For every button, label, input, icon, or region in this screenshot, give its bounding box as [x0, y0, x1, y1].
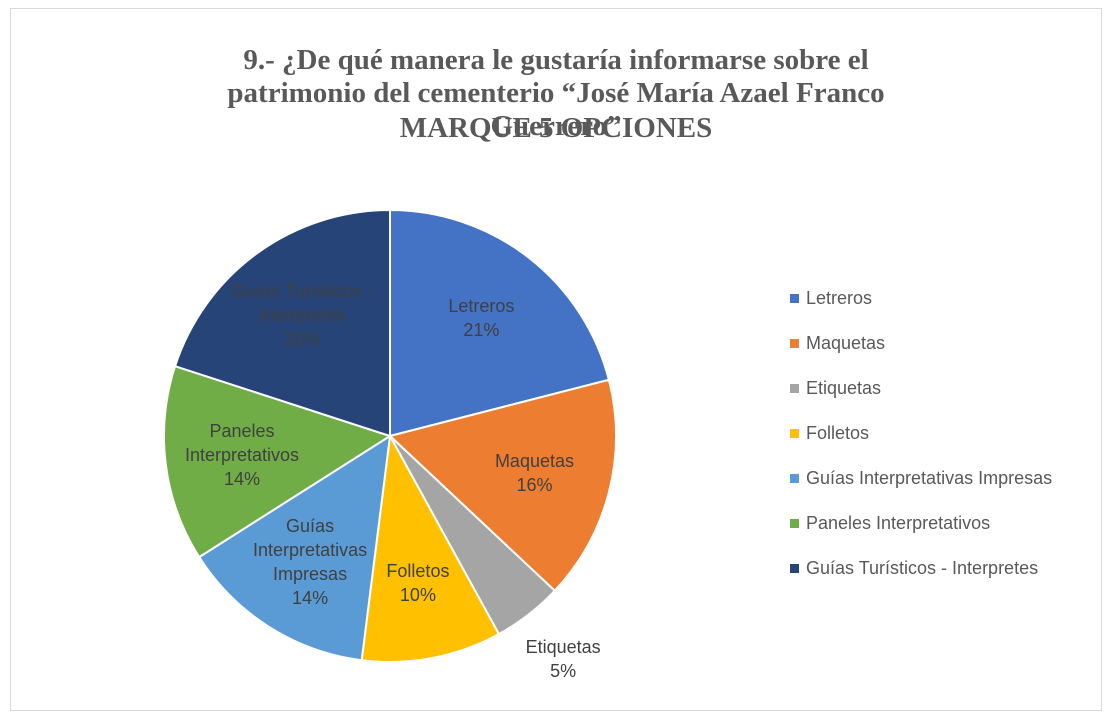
chart-title: 9.- ¿De qué manera le gustaría informars… — [227, 44, 885, 142]
pie-slice — [173, 208, 391, 438]
data-label: Paneles Interpretativos 14% — [157, 419, 327, 491]
legend-label: Maquetas — [806, 333, 886, 353]
data-label-value: 21% — [463, 320, 500, 341]
legend-swatch — [790, 564, 799, 573]
pie-slice — [163, 364, 393, 559]
data-label: Etiquetas 5% — [478, 635, 648, 683]
legend-label: Etiquetas — [806, 378, 882, 398]
pie-slice — [360, 432, 501, 663]
chart-subtitle: MARQUE 5 OPCIONES — [399, 112, 713, 144]
data-label-name: Guías Turísticos - Interpretes — [231, 281, 373, 326]
legend-label: Guías Interpretativas Impresas — [806, 468, 1053, 488]
legend-swatch — [790, 519, 799, 528]
data-label: Guías Turísticos - Interpretes 20% — [222, 279, 382, 351]
pie-slice — [389, 208, 611, 438]
data-label: Guías Interpretativas Impresas 14% — [235, 514, 385, 610]
data-label-name: Etiquetas — [525, 637, 601, 658]
data-label-name: Guías Interpretativas Impresas — [253, 515, 368, 584]
legend-label: Guías Turísticos - Interpretes — [806, 558, 1039, 578]
data-label-value: 20% — [284, 329, 321, 350]
data-label-value: 16% — [516, 475, 553, 496]
data-label-name: Folletos — [386, 560, 450, 581]
pie-slice — [197, 434, 392, 662]
data-label-value: 5% — [550, 661, 577, 682]
legend-swatch — [790, 384, 799, 393]
legend-label: Letreros — [806, 288, 873, 308]
pie-slice — [387, 378, 617, 593]
data-label: Letreros 21% — [396, 294, 566, 342]
data-label-value: 10% — [399, 584, 436, 605]
data-label-value: 14% — [292, 587, 329, 608]
legend-label: Paneles Interpretativos — [806, 513, 991, 533]
data-label-name: Letreros — [448, 296, 515, 317]
legend-swatch — [790, 429, 799, 438]
data-label-name: Maquetas — [494, 451, 574, 472]
legend-swatch — [790, 474, 799, 483]
data-label-name: Paneles Interpretativos — [184, 420, 300, 465]
data-label: Maquetas 16% — [449, 449, 619, 497]
data-label: Folletos 10% — [333, 559, 503, 607]
legend-swatch — [790, 339, 799, 348]
legend-label: Folletos — [806, 423, 870, 443]
data-label-value: 14% — [224, 468, 261, 489]
legend-swatch — [790, 294, 799, 303]
